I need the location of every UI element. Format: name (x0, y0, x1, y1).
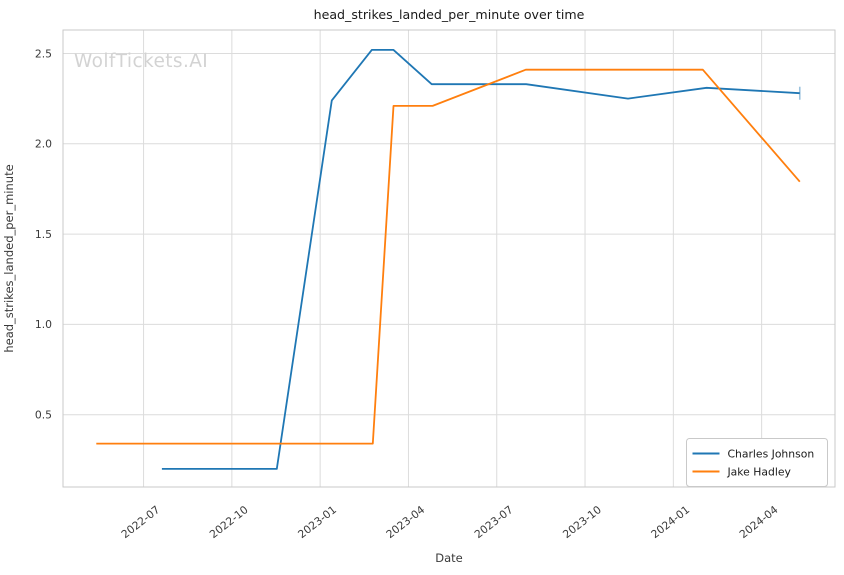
x-tick-label: 2023-04 (384, 503, 428, 541)
plot-border (62, 29, 836, 488)
series-layer (96, 49, 801, 470)
y-tick-label: 1.0 (35, 318, 52, 331)
x-tick-label: 2022-07 (119, 503, 163, 541)
x-tick-label: 2023-10 (560, 503, 604, 541)
tick-layer: 0.5 1.0 1.5 2.0 2.5 2022-07 2022-10 2023-01 2023… (35, 47, 781, 541)
watermark: WolfTickets.AI (74, 51, 208, 72)
x-tick-label: 2023-01 (295, 503, 339, 541)
x-axis-label: Date (435, 551, 463, 565)
series-line-jake-hadley (96, 68, 801, 445)
y-axis-label: head_strikes_landed_per_minute (2, 164, 16, 352)
y-tick-label: 2.5 (35, 47, 52, 60)
grid-layer (62, 29, 836, 488)
legend-label-charles-johnson: Charles Johnson (728, 447, 815, 460)
legend-label-jake-hadley: Jake Hadley (727, 465, 792, 478)
series-line-charles-johnson (161, 49, 800, 470)
x-tick-label: 2024-01 (649, 503, 693, 541)
legend: Charles Johnson Jake Hadley (686, 438, 828, 487)
y-tick-label: 0.5 (35, 409, 52, 422)
x-tick-label: 2023-07 (472, 503, 516, 541)
x-tick-label: 2024-04 (737, 503, 781, 541)
y-tick-label: 2.0 (35, 138, 52, 151)
legend-box (686, 438, 828, 487)
x-tick-label: 2022-10 (207, 503, 251, 541)
chart-title: head_strikes_landed_per_minute over time (314, 7, 585, 22)
y-tick-label: 1.5 (35, 228, 52, 241)
